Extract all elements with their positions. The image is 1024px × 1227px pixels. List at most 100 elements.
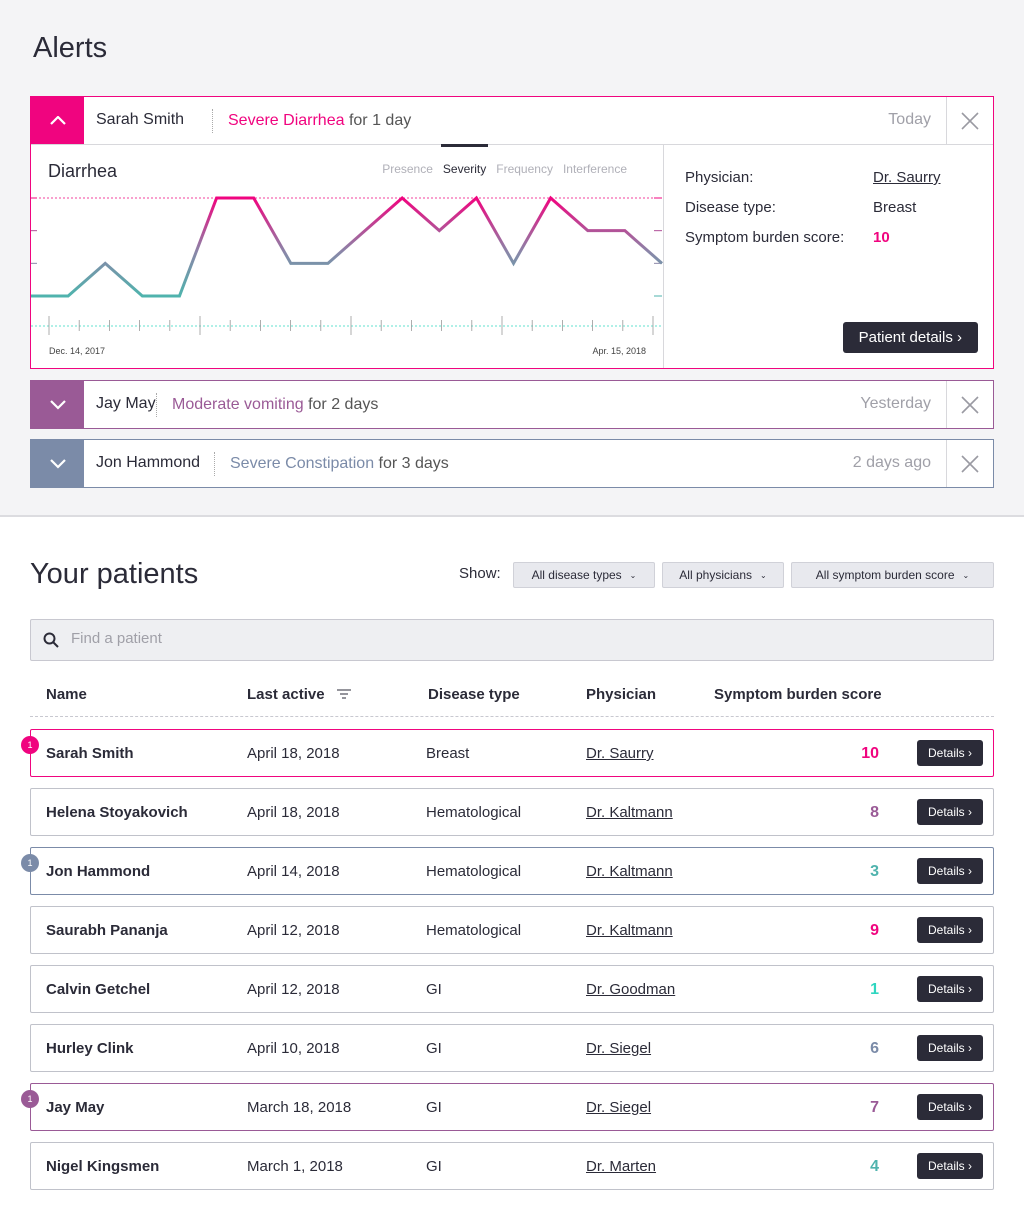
symptom-score: 8 — [870, 804, 879, 821]
physician-filter[interactable]: All physicians ⌄ — [662, 562, 784, 588]
label: Disease type: — [685, 199, 776, 216]
score-filter[interactable]: All symptom burden score ⌄ — [791, 562, 994, 588]
patient-name: Helena Stoyakovich — [46, 804, 188, 821]
table-row[interactable]: Helena Stoyakovich April 18, 2018 Hemato… — [30, 788, 994, 836]
chart-tab-frequency[interactable]: Frequency — [496, 162, 553, 176]
filter-label: All symptom burden score — [815, 568, 955, 582]
dismiss-button[interactable] — [946, 440, 993, 487]
disease-type: GI — [426, 981, 442, 998]
patient-info: Physician: Dr. Saurry Disease type: Breast… — [685, 163, 941, 253]
details-button[interactable]: Details › — [916, 799, 983, 825]
search-input[interactable] — [71, 630, 871, 647]
search-icon — [43, 632, 59, 648]
last-active: April 18, 2018 — [247, 804, 340, 821]
table-row[interactable]: Nigel Kingsmen March 1, 2018 GI Dr. Mart… — [30, 1142, 994, 1190]
alert-count-badge: 1 — [21, 854, 39, 872]
alert-symptom-text: Moderate vomiting for 2 days — [172, 396, 378, 414]
disease-type: Breast — [426, 745, 470, 762]
details-button[interactable]: Details › — [916, 917, 983, 943]
col-label: Last active — [247, 686, 325, 703]
physician-row: Physician: Dr. Saurry — [685, 163, 941, 193]
last-active: April 10, 2018 — [247, 1040, 340, 1057]
alert-time: 2 days ago — [852, 454, 931, 471]
chart-tab-severity[interactable]: Severity — [440, 144, 489, 176]
chevron-down-icon — [49, 458, 66, 469]
chart-tab-presence[interactable]: Presence — [382, 162, 433, 176]
disease-filter[interactable]: All disease types ⌄ — [513, 562, 655, 588]
chart-tab-interference[interactable]: Interference — [562, 162, 627, 176]
dismiss-button[interactable] — [946, 381, 993, 428]
patient-name: Saurabh Pananja — [46, 922, 168, 939]
physician-link[interactable]: Dr. Saurry — [586, 745, 654, 762]
alert-duration: for 3 days — [378, 455, 449, 472]
alert-card: Jay May Moderate vomiting for 2 days Yes… — [30, 380, 994, 429]
details-button[interactable]: Details › — [916, 1094, 983, 1120]
alert-count-badge: 1 — [21, 736, 39, 754]
col-disease[interactable]: Disease type — [428, 686, 520, 703]
physician-link[interactable]: Dr. Kaltmann — [586, 863, 673, 880]
physician-link[interactable]: Dr. Marten — [586, 1158, 657, 1175]
expand-toggle[interactable] — [31, 381, 84, 428]
last-active: April 14, 2018 — [247, 863, 340, 880]
physician-link[interactable]: Dr. Siegel — [586, 1040, 652, 1057]
separator — [212, 109, 213, 133]
x-label-end: Apr. 15, 2018 — [592, 346, 646, 356]
table-row[interactable]: Hurley Clink April 10, 2018 GI Dr. Siege… — [30, 1024, 994, 1072]
col-name[interactable]: Name — [46, 686, 87, 703]
alert-header[interactable]: Jay May Moderate vomiting for 2 days Yes… — [31, 381, 993, 428]
alert-duration: for 1 day — [348, 112, 412, 129]
symptom-score: 4 — [870, 1158, 879, 1175]
alert-patient-name: Jay May — [96, 395, 156, 412]
symptom-score: 9 — [870, 922, 879, 939]
expand-toggle[interactable] — [31, 440, 84, 487]
filter-label: All physicians — [679, 568, 752, 582]
physician-link[interactable]: Dr. Saurry — [873, 169, 941, 186]
expand-toggle[interactable] — [31, 97, 84, 144]
patient-details-button[interactable]: Patient details › — [842, 322, 978, 353]
last-active: April 12, 2018 — [247, 981, 340, 998]
label: Symptom burden score: — [685, 229, 845, 246]
patient-name: Sarah Smith — [46, 745, 134, 762]
alert-header[interactable]: Jon Hammond Severe Constipation for 3 da… — [31, 440, 993, 487]
col-physician[interactable]: Physician — [586, 686, 657, 703]
separator — [156, 393, 157, 417]
alert-patient-name: Sarah Smith — [96, 111, 185, 128]
search-box — [30, 619, 994, 661]
alert-count-badge: 1 — [21, 1090, 39, 1108]
patients-title: Your patients — [30, 558, 199, 590]
alert-card: Jon Hammond Severe Constipation for 3 da… — [30, 439, 994, 488]
physician-link[interactable]: Dr. Siegel — [586, 1099, 652, 1116]
alert-symptom: Moderate vomiting — [172, 396, 304, 413]
details-button[interactable]: Details › — [916, 740, 983, 766]
last-active: April 18, 2018 — [247, 745, 340, 762]
details-button[interactable]: Details › — [916, 1153, 983, 1179]
details-button[interactable]: Details › — [916, 976, 983, 1002]
table-row[interactable]: 1 Sarah Smith April 18, 2018 Breast Dr. … — [21, 729, 994, 777]
alert-detail: Dec. 14, 2017 Apr. 15, 2018 Diarrhea Pres… — [31, 144, 993, 368]
table-row[interactable]: 1 Jay May March 18, 2018 GI Dr. Siegel 7… — [21, 1083, 994, 1131]
alert-header[interactable]: Sarah Smith Severe Diarrhea for 1 day To… — [31, 97, 993, 144]
physician-link[interactable]: Dr. Kaltmann — [586, 922, 673, 939]
alert-symptom: Severe Diarrhea — [228, 112, 345, 129]
disease-type: Hematological — [426, 922, 522, 939]
col-last-active[interactable]: Last active — [247, 686, 351, 703]
chart-panel: Dec. 14, 2017 Apr. 15, 2018 Diarrhea Pres… — [31, 144, 664, 368]
patient-name: Jay May — [46, 1099, 105, 1116]
severity-chart: Dec. 14, 2017 Apr. 15, 2018 — [31, 195, 663, 356]
alerts-title: Alerts — [33, 32, 108, 64]
details-button[interactable]: Details › — [916, 1035, 983, 1061]
col-score[interactable]: Symptom burden score — [714, 686, 882, 703]
patient-name: Calvin Getchel — [46, 981, 151, 998]
alert-symptom-text: Severe Diarrhea for 1 day — [228, 112, 411, 130]
physician-link[interactable]: Dr. Kaltmann — [586, 804, 673, 821]
dismiss-button[interactable] — [946, 97, 993, 144]
alert-time: Today — [888, 111, 931, 128]
details-button[interactable]: Details › — [916, 858, 983, 884]
disease-type: Hematological — [426, 863, 522, 880]
table-row[interactable]: Saurabh Pananja April 12, 2018 Hematolog… — [30, 906, 994, 954]
table-row[interactable]: Calvin Getchel April 12, 2018 GI Dr. Goo… — [30, 965, 994, 1013]
chart-tabs: Presence Severity Frequency Interference — [382, 144, 627, 176]
physician-link[interactable]: Dr. Goodman — [586, 981, 676, 998]
chevron-down-icon: ⌄ — [962, 570, 970, 580]
table-row[interactable]: 1 Jon Hammond April 14, 2018 Hematologic… — [21, 847, 994, 895]
